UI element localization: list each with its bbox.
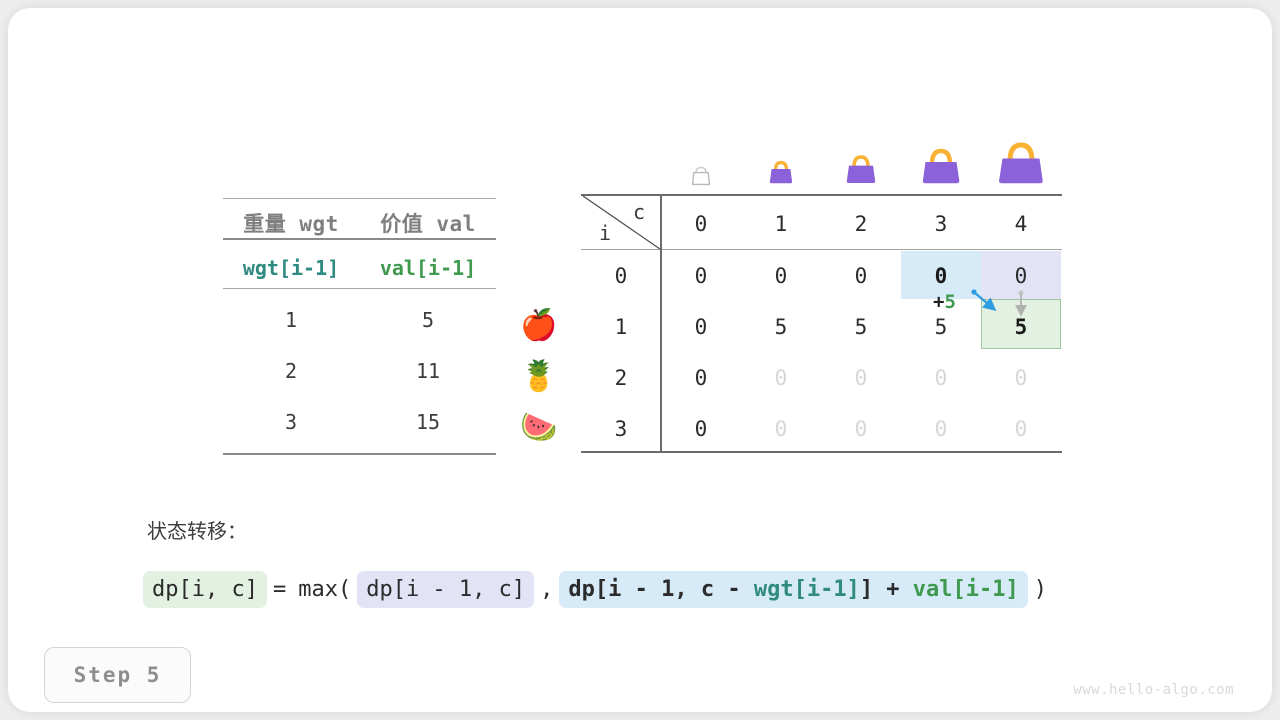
dp-cell-1-2: 5: [854, 315, 868, 339]
formula-close-paren: ): [1033, 576, 1048, 602]
items-header-wgt: 重量 wgt: [243, 212, 339, 236]
dp-cell-1-1: 5: [774, 315, 788, 339]
diagonal-transition-arrow-icon: [971, 289, 997, 311]
items-row-2-wgt: 3: [284, 410, 298, 434]
dp-cell-2-4: 0: [1014, 366, 1028, 390]
formula-term-1: dp[i - 1, c]: [357, 570, 535, 608]
dp-cell-3-2: 0: [854, 417, 868, 441]
dp-cell-3-0: 0: [694, 417, 708, 441]
dp-col-header-2: 2: [854, 212, 868, 236]
items-row-1-wgt: 2: [284, 359, 298, 383]
formula-term-2: dp[i - 1, c - wgt[i-1]] + val[i-1]: [559, 570, 1028, 608]
items-table: 重量 wgt 价值 val wgt[i-1] val[i-1] 1 5 2 11…: [223, 198, 496, 455]
items-row-0-wgt: 1: [284, 308, 298, 332]
dp-row-header-0: 0: [614, 264, 628, 288]
dp-rule-bottom: [581, 451, 1062, 453]
dp-row-header-2: 2: [614, 366, 628, 390]
items-subheader-wgt: wgt[i-1]: [242, 256, 340, 280]
watermark: www.hello-algo.com: [1073, 682, 1234, 698]
dp-cell-3-1: 0: [774, 417, 788, 441]
dp-col-header-4: 4: [1014, 212, 1028, 236]
dp-rule-header: [581, 249, 1062, 250]
formula-term-2-mid: ] +: [859, 576, 913, 602]
items-table-rule-bottom: [223, 453, 496, 455]
bag-icon-capacity-0: [691, 166, 711, 186]
formula-max-open: max(: [298, 576, 352, 602]
dp-cell-0-1: 0: [774, 264, 788, 288]
dp-col-header-3: 3: [934, 212, 948, 236]
dp-cell-1-3: 5: [934, 315, 948, 339]
plus-value: 5: [944, 291, 956, 313]
dp-cell-0-4: 0: [1014, 264, 1028, 288]
dp-cell-3-4: 0: [1014, 417, 1028, 441]
formula-term-2-val: val[i-1]: [912, 576, 1019, 602]
apple-icon: 🍎: [520, 308, 558, 343]
state-transition-formula: dp[i, c] = max( dp[i - 1, c] , dp[i - 1,…: [143, 568, 1053, 610]
dp-table: c i 0 1 2 3 4 0 1 2 3 0 0 0 0 0 0 5 5 5 …: [581, 138, 1062, 453]
dp-cell-0-3: 0: [934, 264, 948, 288]
bag-icon-capacity-1: [769, 160, 793, 184]
items-row-0-val: 5: [421, 308, 435, 332]
corner-diagonal-line: [582, 195, 661, 250]
pineapple-icon: 🍍: [520, 359, 558, 394]
state-transition-label: 状态转移：: [147, 519, 247, 543]
formula-comma: ,: [540, 576, 554, 602]
items-table-rule-top: [223, 198, 496, 199]
bag-icon-capacity-2: [846, 155, 876, 183]
dp-col-header-0: 0: [694, 212, 708, 236]
dp-cell-2-2: 0: [854, 366, 868, 390]
formula-term-2-prefix: dp[i - 1, c -: [568, 576, 754, 602]
dp-rule-top: [581, 194, 1062, 196]
dp-axis-label-i: i: [599, 221, 612, 245]
dp-cell-2-0: 0: [694, 366, 708, 390]
dp-cell-3-3: 0: [934, 417, 948, 441]
formula-equals: =: [272, 576, 287, 602]
plus-sign: +: [933, 291, 945, 313]
watermelon-icon: 🍉: [520, 410, 558, 445]
step-badge: Step 5: [44, 647, 191, 703]
items-table-rule-header: [223, 238, 496, 240]
dp-row-header-3: 3: [614, 417, 628, 441]
vertical-transition-arrow-icon: [1015, 290, 1027, 317]
dp-rule-vertical: [660, 196, 662, 453]
bag-icon-capacity-3: [922, 148, 960, 184]
dp-cell-0-0: 0: [694, 264, 708, 288]
dp-cell-0-2: 0: [854, 264, 868, 288]
items-row-2-val: 15: [415, 410, 441, 434]
dp-row-header-1: 1: [614, 315, 628, 339]
dp-col-header-1: 1: [774, 212, 788, 236]
dp-cell-2-3: 0: [934, 366, 948, 390]
slide-card: 重量 wgt 价值 val wgt[i-1] val[i-1] 1 5 2 11…: [8, 8, 1272, 712]
items-header-val: 价值 val: [380, 212, 476, 236]
plus-value-annotation: +5: [933, 291, 956, 313]
formula-lhs: dp[i, c]: [143, 570, 267, 608]
formula-term-2-wgt: wgt[i-1]: [753, 576, 860, 602]
dp-axis-label-c: c: [633, 200, 646, 224]
dp-cell-1-4: 5: [1014, 315, 1028, 339]
items-row-1-val: 11: [415, 359, 441, 383]
items-table-rule-sub: [223, 288, 496, 289]
highlight-source-blue: [901, 251, 981, 299]
items-subheader-val: val[i-1]: [379, 256, 477, 280]
dp-cell-2-1: 0: [774, 366, 788, 390]
dp-cell-1-0: 0: [694, 315, 708, 339]
bag-icon-capacity-4: [999, 142, 1043, 184]
